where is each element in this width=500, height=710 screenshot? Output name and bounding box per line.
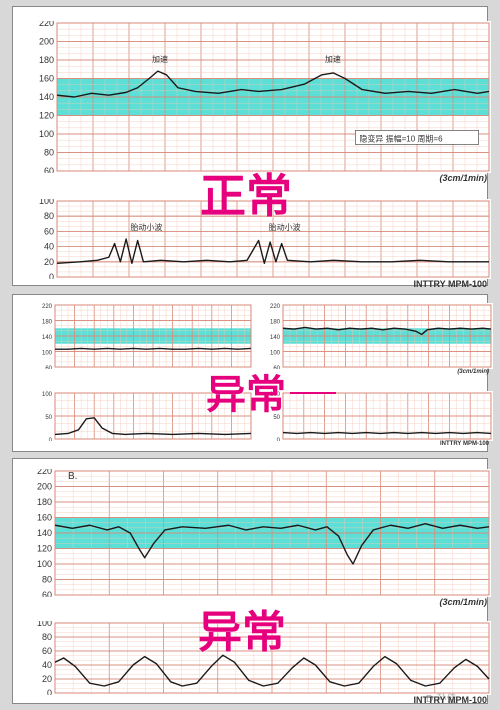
- svg-text:180: 180: [270, 320, 281, 326]
- svg-text:180: 180: [39, 55, 54, 65]
- svg-text:100: 100: [42, 392, 53, 398]
- chart: 050100INTTRY MPM-100: [261, 391, 493, 441]
- svg-text:140: 140: [39, 92, 54, 102]
- svg-text:50: 50: [273, 415, 280, 421]
- svg-text:60: 60: [44, 166, 54, 173]
- watermark: Dr孙佳: [426, 690, 457, 705]
- svg-text:100: 100: [42, 351, 53, 357]
- chart: 60 100 140 180 220: [33, 303, 253, 369]
- svg-text:60: 60: [42, 646, 52, 656]
- svg-text:0: 0: [49, 272, 54, 279]
- svg-text:220: 220: [270, 304, 281, 310]
- chart: 020406080100INTTRY MPM-100: [33, 621, 491, 695]
- svg-text:100: 100: [39, 129, 54, 139]
- svg-text:20: 20: [44, 257, 54, 267]
- svg-text:100: 100: [39, 199, 54, 206]
- svg-text:60: 60: [45, 366, 52, 369]
- svg-text:20: 20: [42, 674, 52, 684]
- svg-text:隐变异 振幅=10 周期=6: 隐变异 振幅=10 周期=6: [359, 133, 443, 143]
- svg-text:120: 120: [37, 544, 52, 554]
- svg-text:胎动小波: 胎动小波: [269, 222, 301, 232]
- svg-text:胎动小波: 胎动小波: [130, 222, 162, 232]
- chart-footer: INTTRY MPM-100: [413, 279, 487, 289]
- svg-text:200: 200: [37, 482, 52, 492]
- chart: 6080100120140160180200220B.(3cm/1min): [33, 469, 491, 597]
- chart-footer: INTTRY MPM-100: [440, 441, 489, 447]
- svg-text:0: 0: [47, 688, 52, 695]
- svg-text:50: 50: [45, 415, 52, 421]
- svg-text:160: 160: [39, 74, 54, 84]
- svg-text:180: 180: [37, 497, 52, 507]
- svg-text:60: 60: [273, 366, 280, 369]
- svg-text:加速: 加速: [152, 54, 168, 64]
- chart: 050100: [33, 391, 253, 441]
- svg-text:220: 220: [37, 469, 52, 476]
- svg-text:80: 80: [44, 148, 54, 158]
- svg-text:B.: B.: [68, 471, 77, 482]
- svg-text:80: 80: [44, 211, 54, 221]
- svg-text:180: 180: [42, 320, 53, 326]
- svg-text:40: 40: [44, 242, 54, 252]
- svg-text:220: 220: [39, 21, 54, 28]
- svg-text:140: 140: [37, 528, 52, 538]
- chart: 60100140180220(3cm/1min): [261, 303, 493, 369]
- svg-text:60: 60: [44, 226, 54, 236]
- svg-text:140: 140: [270, 335, 281, 341]
- svg-text:加速: 加速: [325, 54, 341, 64]
- panel: 6010014018022060100140180220(3cm/1min)05…: [12, 294, 488, 452]
- svg-text:160: 160: [37, 513, 52, 523]
- chart: 020406080100胎动小波胎动小波INTTRY MPM-100: [35, 199, 491, 279]
- panel: 6080100120140160180200220加速加速隐变异 振幅=10 周…: [12, 6, 488, 286]
- chart-footer: (3cm/1min): [439, 173, 487, 183]
- svg-text:200: 200: [39, 37, 54, 47]
- svg-text:120: 120: [39, 111, 54, 121]
- svg-text:100: 100: [270, 392, 281, 398]
- overlay-line: [290, 392, 336, 394]
- chart-footer: (3cm/1min): [439, 597, 487, 607]
- svg-text:100: 100: [270, 351, 281, 357]
- svg-text:80: 80: [42, 632, 52, 642]
- svg-text:40: 40: [42, 660, 52, 670]
- panel: 60 80 100 120 140 160 180 200 220 B. (3cm/1min) 0 20…: [12, 458, 488, 704]
- svg-text:140: 140: [42, 335, 53, 341]
- chart-footer: (3cm/1min): [457, 369, 489, 375]
- svg-text:80: 80: [42, 575, 52, 585]
- svg-text:220: 220: [42, 304, 53, 310]
- svg-text:60: 60: [42, 590, 52, 597]
- svg-text:100: 100: [37, 559, 52, 569]
- svg-text:100: 100: [37, 621, 52, 628]
- chart: 60 80 100 120 140 160 180 200 220 加速 加速隐变异 振幅=10 周…: [35, 21, 491, 173]
